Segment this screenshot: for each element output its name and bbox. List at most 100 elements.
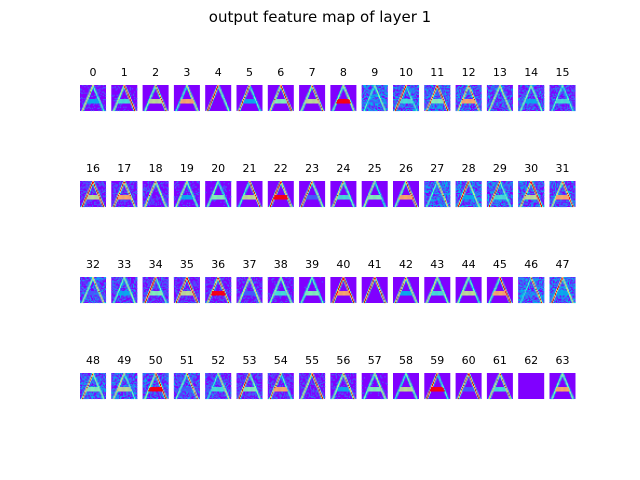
activation-cell <box>93 183 95 185</box>
activation-cell <box>155 85 157 87</box>
activation-cell <box>567 89 570 91</box>
activation-cell <box>158 94 161 96</box>
activation-cell <box>256 102 258 104</box>
activation-cell <box>158 95 161 98</box>
activation-cell <box>218 87 220 89</box>
activation-cell <box>366 94 368 96</box>
activation-cell <box>409 102 411 104</box>
activation-cell <box>148 102 150 104</box>
activation-cell <box>476 109 478 112</box>
activation-cell <box>386 93 388 95</box>
activation-cell <box>413 92 415 94</box>
activation-cell <box>95 186 97 188</box>
activation-cell <box>91 102 94 104</box>
activation-cell <box>467 99 469 101</box>
activation-cell <box>508 88 510 90</box>
activation-cell <box>565 109 567 112</box>
activation-cell <box>439 109 441 112</box>
activation-cell <box>404 91 407 93</box>
activation-cell <box>303 104 305 106</box>
activation-cell <box>478 102 480 104</box>
activation-cell <box>251 90 253 92</box>
activation-cell <box>443 108 445 111</box>
activation-cell <box>227 106 230 108</box>
activation-cell <box>290 107 292 109</box>
activation-cell <box>131 199 134 201</box>
activation-cell <box>508 107 510 109</box>
activation-cell <box>498 85 500 87</box>
activation-cell <box>461 89 463 91</box>
activation-cell <box>395 96 397 99</box>
activation-cell <box>425 94 427 96</box>
activation-cell <box>463 96 465 99</box>
activation-cell <box>493 89 495 91</box>
activation-cell <box>425 88 427 90</box>
activation-cell <box>186 85 189 87</box>
activation-cell <box>276 101 278 103</box>
activation-cell <box>318 101 320 103</box>
activation-cell <box>284 96 286 99</box>
activation-cell <box>571 85 573 87</box>
activation-cell <box>87 101 89 103</box>
activation-cell <box>223 98 225 100</box>
activation-cell <box>384 108 386 111</box>
activation-cell <box>350 105 353 107</box>
activation-cell <box>417 85 420 87</box>
activation-cell <box>134 195 136 197</box>
activation-cell <box>413 103 415 105</box>
activation-cell <box>519 90 521 92</box>
activation-cell <box>564 91 566 93</box>
activation-cell <box>564 88 566 90</box>
activation-cell <box>455 109 457 112</box>
activation-cell <box>364 86 367 88</box>
activation-cell <box>478 109 480 112</box>
activation-cell <box>103 92 106 94</box>
activation-cell <box>158 102 161 104</box>
activation-cell <box>304 100 306 102</box>
activation-cell <box>409 95 411 98</box>
activation-cell <box>80 194 82 196</box>
activation-cell <box>436 99 438 101</box>
activation-cell <box>425 98 427 100</box>
activation-cell <box>248 89 250 91</box>
activation-cell <box>370 103 372 105</box>
activation-cell <box>96 98 98 100</box>
activation-cell <box>379 98 381 100</box>
activation-cell <box>486 88 489 90</box>
activation-cell <box>408 104 410 106</box>
activation-cell <box>550 90 552 92</box>
activation-cell <box>248 101 250 103</box>
activation-cell <box>462 108 464 111</box>
activation-cell <box>124 203 126 205</box>
feature-map-0: 0 <box>80 66 107 112</box>
activation-cell <box>364 105 367 107</box>
activation-cell <box>191 100 193 102</box>
activation-cell <box>414 100 416 102</box>
activation-cell <box>94 102 96 104</box>
activation-cell <box>97 93 99 95</box>
activation-cell <box>178 106 180 108</box>
activation-cell <box>465 89 467 91</box>
activation-cell <box>407 91 409 93</box>
activation-cell <box>376 101 379 103</box>
activation-cell <box>461 92 463 94</box>
activation-cell <box>146 106 149 108</box>
activation-cell <box>448 108 450 111</box>
activation-cell <box>471 90 474 92</box>
activation-cell <box>524 96 526 99</box>
activation-cell <box>251 89 253 91</box>
activation-cell <box>319 107 321 109</box>
activation-cell <box>519 89 521 91</box>
activation-cell <box>248 86 250 88</box>
activation-cell <box>553 102 556 104</box>
activation-cell <box>560 107 562 109</box>
activation-cell <box>113 100 115 102</box>
activation-cell <box>123 87 125 89</box>
activation-cell <box>562 100 564 102</box>
activation-cell <box>567 85 570 87</box>
activation-cell <box>520 109 522 112</box>
activation-cell <box>411 95 413 98</box>
activation-cell <box>458 107 461 109</box>
activation-cell <box>192 100 194 102</box>
activation-cell <box>410 90 412 92</box>
